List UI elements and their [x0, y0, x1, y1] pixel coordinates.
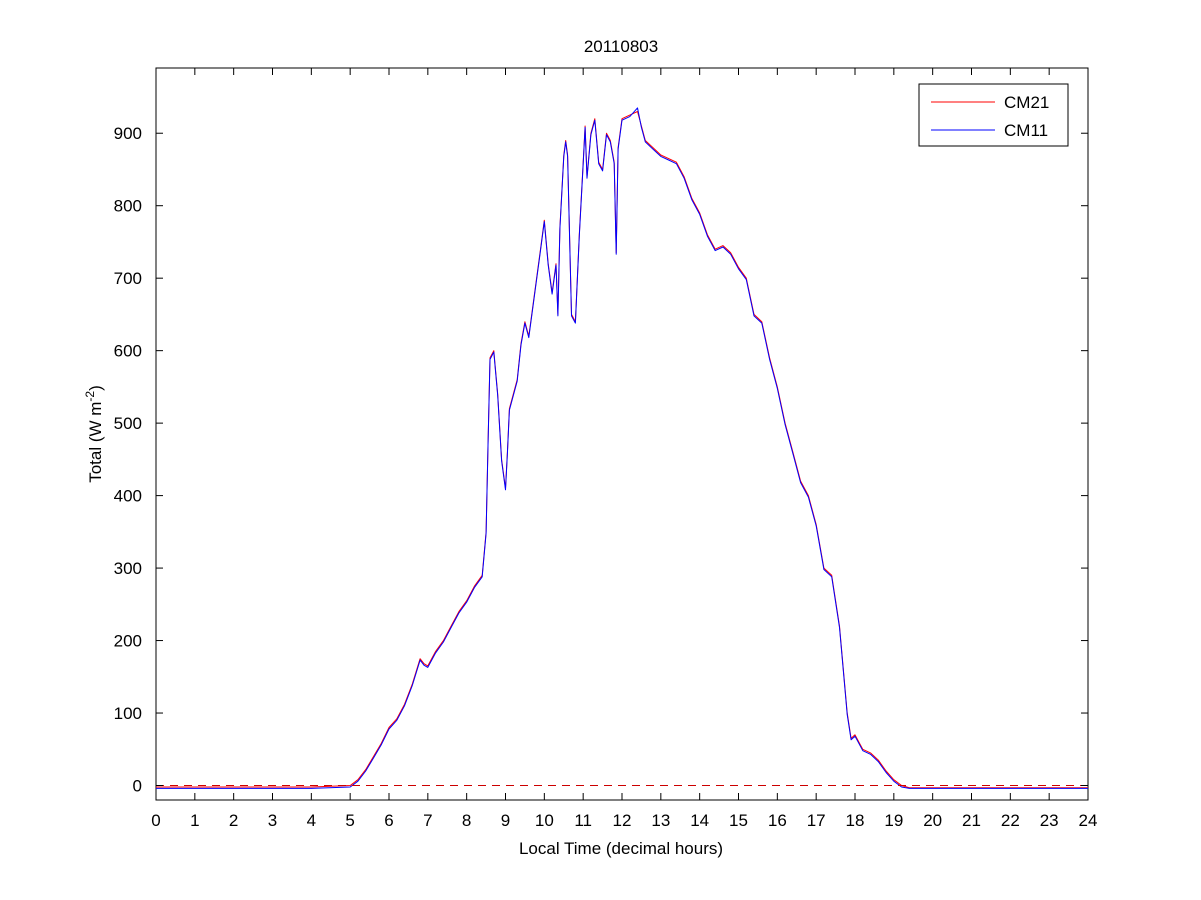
- x-tick-label: 6: [384, 811, 393, 830]
- axes-frame: [155, 67, 1089, 801]
- series-layer: [156, 107, 1088, 789]
- x-tick-label: 16: [768, 811, 787, 830]
- x-tick-label: 0: [151, 811, 160, 830]
- y-axis-label-tail: ): [86, 385, 105, 391]
- series-line-cm11: [156, 107, 1088, 789]
- y-tick-label: 400: [114, 487, 142, 506]
- x-tick-label: 22: [1001, 811, 1020, 830]
- y-tick-label: 600: [114, 342, 142, 361]
- y-axis-label-superscript: -2: [83, 391, 97, 402]
- x-axis: 0 1 2 3 4 5 6 7 8 9 10 11 12 13 14 15 16 17 18 19 20 21 22 23 24: [151, 68, 1097, 830]
- legend-label-cm21: CM21: [1004, 93, 1049, 112]
- plot-area: [155, 67, 1089, 801]
- x-tick-label: 21: [962, 811, 981, 830]
- x-tick-label: 9: [501, 811, 510, 830]
- x-tick-label: 2: [229, 811, 238, 830]
- y-tick-label: 800: [114, 197, 142, 216]
- x-tick-label: 4: [307, 811, 316, 830]
- legend-box: [918, 83, 1069, 147]
- x-tick-label: 5: [345, 811, 354, 830]
- chart-title: 20110803: [584, 37, 658, 56]
- x-tick-label: 3: [268, 811, 277, 830]
- x-tick-label: 17: [807, 811, 826, 830]
- x-tick-label: 8: [462, 811, 471, 830]
- x-tick-label: 1: [190, 811, 199, 830]
- y-tick-label: 500: [114, 414, 142, 433]
- x-tick-label: 23: [1040, 811, 1059, 830]
- x-tick-label: 15: [729, 811, 748, 830]
- y-tick-label: 200: [114, 632, 142, 651]
- x-tick-label: 18: [846, 811, 865, 830]
- x-tick-label: 24: [1079, 811, 1098, 830]
- x-tick-label: 11: [574, 811, 592, 830]
- x-tick-label: 19: [884, 811, 903, 830]
- legend: CM21 CM11: [918, 83, 1069, 147]
- y-tick-label: 300: [114, 559, 142, 578]
- y-tick-label: 700: [114, 269, 142, 288]
- x-tick-label: 14: [690, 811, 709, 830]
- y-tick-label: 100: [114, 704, 142, 723]
- y-tick-label: 0: [133, 777, 142, 796]
- y-axis: 0 100 200 300 400 500 600 700 800 900: [114, 124, 1088, 796]
- x-tick-label: 12: [613, 811, 632, 830]
- x-tick-label: 10: [535, 811, 554, 830]
- x-tick-label: 7: [423, 811, 432, 830]
- legend-label-cm11: CM11: [1004, 121, 1048, 140]
- y-axis-label-base: Total (W m: [86, 402, 105, 483]
- y-axis-label: Total (W m-2): [83, 385, 105, 483]
- y-tick-label: 900: [114, 124, 142, 143]
- x-tick-label: 13: [651, 811, 670, 830]
- x-axis-label: Local Time (decimal hours): [519, 839, 723, 858]
- x-tick-label: 20: [923, 811, 942, 830]
